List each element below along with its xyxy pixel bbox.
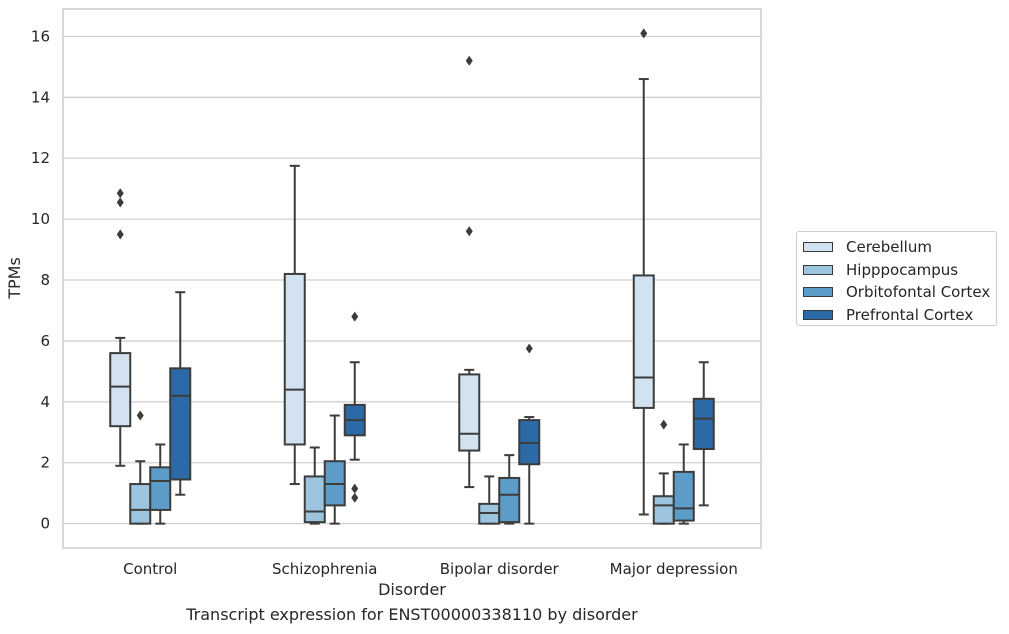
y-tick-labels: 0 2 4 6 8 10 12 14 16 [31,27,50,532]
legend-label: Cerebellum [846,238,932,257]
box-group [303,446,326,525]
x-tick-labels: Control Schizophrenia Bipolar disorder Majo… [123,560,738,578]
outlier-point [116,229,124,240]
gridlines [63,35,761,525]
iqr-box [283,272,306,446]
outlier-point [465,55,473,66]
y-tick-label: 4 [40,393,50,411]
legend-item: Hipppocampus [803,259,996,282]
legend-label: Prefrontal Cortex [846,305,974,324]
outlier-point [660,419,668,430]
outlier-point [351,311,359,322]
legend-label: Hipppocampus [846,260,959,279]
outlier-point [465,226,473,237]
iqr-box [169,367,192,481]
outlier-point [116,188,124,199]
box-group [109,188,132,467]
box-group [478,475,501,525]
iqr-box [303,475,326,524]
box-group [672,443,695,525]
legend-swatch-prefrontal [803,309,833,320]
box-group [149,443,172,525]
legend-swatch-hippocampus [803,264,833,275]
iqr-box [692,397,715,451]
outlier-point [525,343,533,354]
iqr-box [652,495,675,525]
legend-item: Cerebellum [803,236,996,259]
plot-frame [62,8,762,549]
box-group [518,343,541,525]
y-tick-label: 6 [40,332,50,350]
box-group [169,291,192,496]
chart-caption: Transcript expression for ENST0000033811… [186,605,638,624]
iqr-box [672,470,695,522]
x-tick-label: Major depression [610,560,738,578]
y-tick-label: 2 [40,454,50,472]
y-tick-label: 0 [40,515,50,533]
outlier-point [351,492,359,503]
x-tick-label: Control [123,560,177,578]
legend-swatch-cerebellum [803,242,833,253]
box-group [283,164,306,486]
y-tick-label: 14 [31,88,50,106]
legend: Cerebellum Hipppocampus Orbitofontal Cor… [796,231,997,326]
box-group [323,414,346,525]
x-axis-label: Disorder [378,580,446,599]
box-group [343,311,366,503]
x-tick-label: Schizophrenia [272,560,377,578]
box-group [692,361,715,507]
iqr-box [149,466,172,511]
legend-item: Orbitofontal Cortex [803,281,996,304]
iqr-box [458,373,481,452]
y-tick-label: 10 [31,210,50,228]
iqr-box [109,352,132,428]
box-group [458,55,481,489]
legend-item: Prefrontal Cortex [803,304,996,327]
x-tick-label: Bipolar disorder [440,560,560,578]
box-group [632,28,655,516]
y-tick-label: 8 [40,271,50,289]
box-groups [109,28,715,525]
outlier-point [640,28,648,39]
box-group [652,419,675,525]
iqr-box [632,274,655,409]
y-axis-label: TPMs [5,257,24,300]
legend-swatch-orbitofrontal [803,287,833,298]
outlier-point [351,483,359,494]
y-tick-label: 12 [31,149,50,167]
box-group [129,410,152,525]
outlier-point [116,197,124,208]
iqr-box [498,476,521,524]
iqr-box [129,483,152,525]
box-group [498,454,521,525]
legend-label: Orbitofontal Cortex [846,283,991,302]
outlier-point [136,410,144,421]
y-tick-label: 16 [31,27,50,45]
